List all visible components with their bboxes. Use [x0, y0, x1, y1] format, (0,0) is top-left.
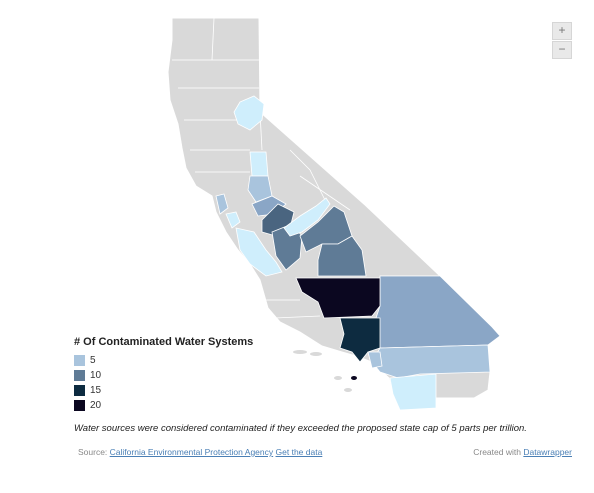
- zoom-out-button[interactable]: −: [552, 41, 572, 59]
- county-sf-bay[interactable]: [225, 211, 241, 229]
- legend: # Of Contaminated Water Systems 5 10 15 …: [74, 336, 253, 413]
- legend-label: 5: [90, 355, 96, 366]
- legend-item: 5: [74, 353, 253, 368]
- california-county-map[interactable]: [0, 0, 594, 420]
- legend-label: 15: [90, 385, 102, 396]
- legend-item: 10: [74, 368, 253, 383]
- county-kern[interactable]: [295, 277, 381, 319]
- county-san-bernardino[interactable]: [371, 275, 501, 349]
- county-los-angeles[interactable]: [339, 317, 381, 363]
- legend-label: 20: [90, 400, 102, 411]
- county-butte[interactable]: [233, 95, 265, 131]
- get-data-link[interactable]: Get the data: [275, 447, 323, 457]
- legend-item: 20: [74, 398, 253, 413]
- county-tuolumne[interactable]: [283, 197, 331, 237]
- credit-line: Created with Datawrapper: [473, 447, 572, 457]
- datawrapper-link[interactable]: Datawrapper: [523, 447, 572, 457]
- county-fills: [215, 95, 501, 411]
- zoom-in-button[interactable]: +: [552, 22, 572, 40]
- county-san-diego[interactable]: [389, 373, 437, 411]
- legend-swatch: [74, 400, 85, 411]
- legend-swatch: [74, 385, 85, 396]
- source-prefix: Source:: [78, 447, 110, 457]
- county-tulare[interactable]: [317, 235, 367, 277]
- legend-swatch: [74, 355, 85, 366]
- footnote: Water sources were considered contaminat…: [74, 423, 527, 434]
- legend-item: 15: [74, 383, 253, 398]
- county-monterey[interactable]: [235, 227, 283, 277]
- source-line: Source: California Environmental Protect…: [78, 447, 322, 457]
- source-link[interactable]: California Environmental Protection Agen…: [109, 447, 274, 457]
- legend-label: 10: [90, 370, 102, 381]
- created-prefix: Created with: [473, 447, 524, 457]
- legend-swatch: [74, 370, 85, 381]
- county-placer[interactable]: [249, 151, 269, 177]
- county-marin[interactable]: [215, 193, 229, 215]
- legend-title: # Of Contaminated Water Systems: [74, 336, 254, 348]
- channel-islands: [293, 350, 357, 392]
- county-orange[interactable]: [367, 351, 383, 369]
